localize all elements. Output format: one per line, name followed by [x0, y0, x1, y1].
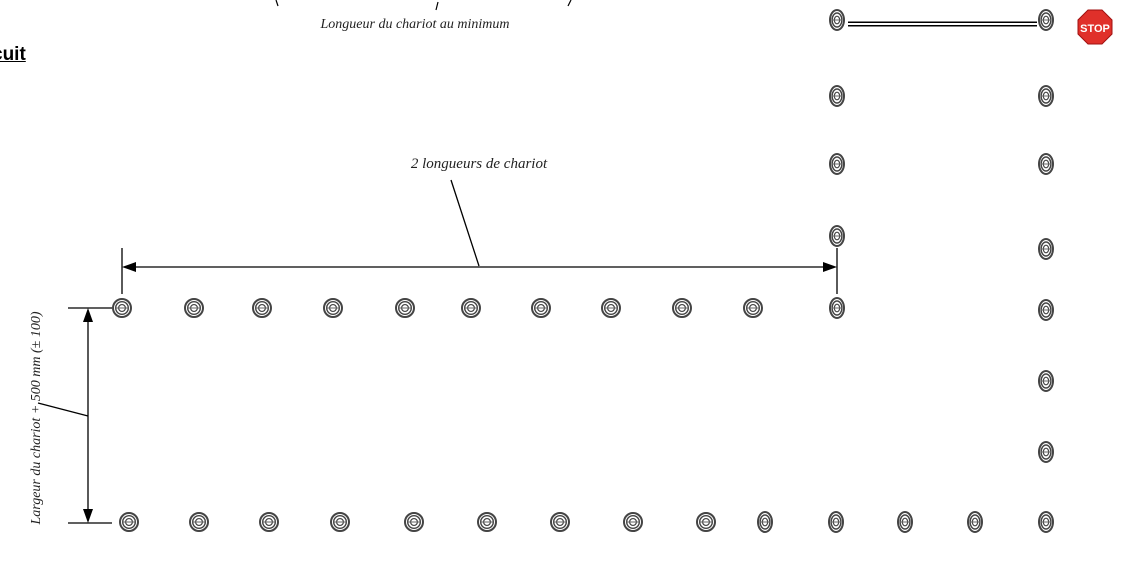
cone-marker-icon: [395, 298, 415, 318]
cone-marker-icon: [967, 511, 983, 533]
cone-marker-icon: [696, 512, 716, 532]
two-lengths-arrow-left: [122, 262, 136, 272]
cone-marker-icon: [828, 511, 844, 533]
svg-text:STOP: STOP: [1080, 23, 1110, 35]
width-label: Largeur du chariot + 500 mm (± 100): [29, 311, 44, 525]
width-arrow-top: [83, 308, 93, 322]
cone-marker-icon: [743, 298, 763, 318]
cone-marker-icon: [184, 298, 204, 318]
section-heading: cuit: [0, 44, 26, 65]
cone-marker-icon: [829, 297, 845, 319]
cone-marker-icon: [119, 512, 139, 532]
cone-marker-icon: [1038, 85, 1054, 107]
cone-marker-icon: [112, 298, 132, 318]
cone-marker-icon: [477, 512, 497, 532]
cone-marker-icon: [252, 298, 272, 318]
two-lengths-label: 2 longueurs de chariot: [411, 156, 548, 172]
cone-marker-icon: [461, 298, 481, 318]
two-lengths-arrow-right: [823, 262, 837, 272]
cone-marker-icon: [259, 512, 279, 532]
cone-marker-icon: [189, 512, 209, 532]
cone-marker-icon: [757, 511, 773, 533]
cone-marker-icon: [330, 512, 350, 532]
cone-marker-icon: [531, 298, 551, 318]
cone-marker-icon: [550, 512, 570, 532]
two-lengths-leader: [450, 179, 480, 267]
min-length-bracket: [275, 0, 572, 11]
cone-marker-icon: [829, 9, 845, 31]
cone-marker-icon: [829, 225, 845, 247]
cone-markers: [112, 9, 1054, 533]
cone-marker-icon: [1038, 370, 1054, 392]
cone-marker-icon: [1038, 153, 1054, 175]
cone-marker-icon: [623, 512, 643, 532]
cone-marker-icon: [1038, 511, 1054, 533]
cone-marker-icon: [404, 512, 424, 532]
width-arrow-bottom: [83, 509, 93, 523]
cone-marker-icon: [1038, 238, 1054, 260]
cone-marker-icon: [1038, 299, 1054, 321]
stop-sign-icon: STOP: [1077, 9, 1113, 45]
cone-marker-icon: [323, 298, 343, 318]
cone-marker-icon: [897, 511, 913, 533]
min-length-label: Longueur du chariot au minimum: [320, 17, 510, 32]
cone-marker-icon: [829, 153, 845, 175]
cone-marker-icon: [1038, 441, 1054, 463]
width-leader: [37, 402, 89, 417]
cone-marker-icon: [829, 85, 845, 107]
cone-marker-icon: [601, 298, 621, 318]
cone-marker-icon: [1038, 9, 1054, 31]
cone-marker-icon: [672, 298, 692, 318]
